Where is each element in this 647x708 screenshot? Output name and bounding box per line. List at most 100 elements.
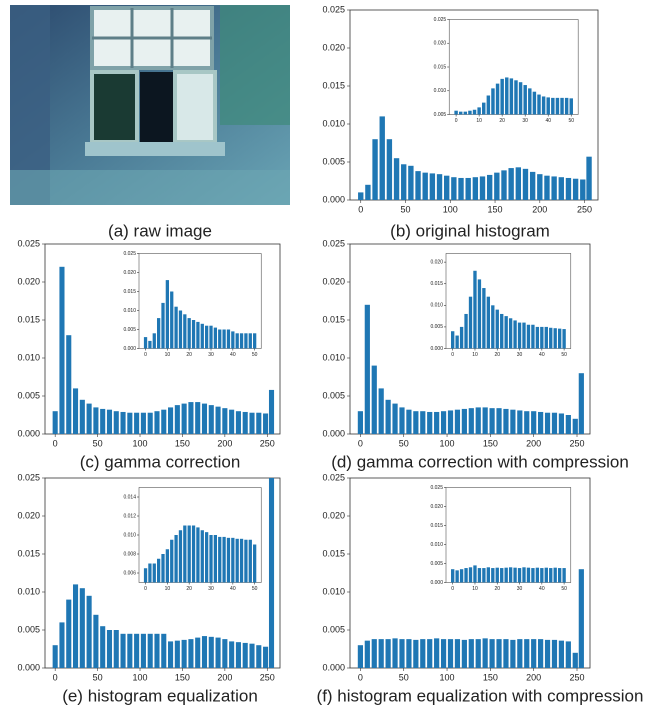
bar: [434, 638, 439, 668]
bar: [80, 400, 85, 434]
inset-bar: [236, 333, 239, 348]
inset-bar: [505, 316, 508, 348]
bar: [531, 639, 536, 668]
inset-x-tick-label: 30: [208, 586, 214, 592]
bar: [161, 634, 166, 668]
bar: [489, 408, 494, 434]
inset-y-tick-label: 0.025: [434, 17, 447, 23]
inset-x-tick-label: 30: [517, 586, 523, 592]
inset-bar: [201, 324, 204, 349]
inset-bar: [545, 568, 548, 583]
x-tick-label: 250: [569, 438, 584, 448]
bar: [462, 409, 467, 434]
inset-x-tick-label: 10: [476, 118, 482, 124]
inset-y-tick-label: 0.012: [123, 513, 136, 519]
bar: [161, 410, 166, 434]
inset-bar: [554, 328, 557, 348]
inset-bar: [513, 568, 516, 583]
inset-y-tick-label: 0.005: [123, 327, 136, 333]
bar: [365, 305, 370, 434]
bar: [100, 626, 105, 668]
bar: [269, 478, 274, 668]
bar: [392, 404, 397, 434]
inset-bar: [523, 85, 526, 114]
bar: [566, 178, 571, 200]
inset-bar: [455, 570, 458, 582]
bar: [427, 412, 432, 434]
inset-bar: [222, 537, 225, 583]
inset-x-tick-label: 40: [539, 586, 545, 592]
bar: [168, 407, 173, 434]
inset-bar: [509, 567, 512, 582]
inset-bar: [518, 568, 521, 582]
inset-bar: [542, 96, 545, 114]
bar: [517, 410, 522, 434]
x-tick-label: 150: [175, 438, 190, 448]
panel-caption: (e) histogram equalization: [62, 686, 258, 705]
bar: [358, 411, 363, 434]
bar: [501, 170, 506, 200]
inset-bar: [482, 288, 485, 348]
bar: [141, 634, 146, 668]
y-tick-label: 0.015: [322, 314, 345, 324]
inset-bar: [505, 568, 508, 583]
bar: [73, 584, 78, 668]
x-tick-label: 150: [175, 672, 190, 682]
bar: [134, 634, 139, 668]
inset-bar: [179, 311, 182, 349]
inset-bar: [192, 526, 195, 583]
bar: [379, 639, 384, 668]
bar: [448, 410, 453, 434]
bar: [566, 415, 571, 434]
y-tick-label: 0.010: [17, 586, 40, 596]
inset-y-tick-label: 0.010: [434, 88, 447, 94]
inset-bar: [560, 98, 563, 115]
bar: [415, 171, 420, 200]
inset-bar: [562, 329, 565, 348]
y-tick-label: 0.025: [322, 4, 345, 14]
bar: [413, 411, 418, 434]
x-tick-label: 0: [53, 672, 58, 682]
bar: [516, 167, 521, 200]
bar: [496, 639, 501, 668]
inset-bar: [533, 92, 536, 115]
bar: [538, 639, 543, 668]
bar: [53, 411, 58, 434]
x-tick-label: 50: [93, 438, 103, 448]
inset-bar: [496, 84, 499, 115]
bar: [229, 410, 234, 434]
inset-bar: [157, 318, 160, 348]
inset-bar: [531, 325, 534, 349]
inset-x-tick-label: 0: [451, 352, 454, 358]
inset-bar: [519, 82, 522, 114]
bar: [473, 177, 478, 200]
y-tick-label: 0.025: [17, 238, 40, 248]
bar: [469, 408, 474, 434]
inset-bar: [556, 98, 559, 115]
y-tick-label: 0.000: [322, 662, 345, 672]
x-tick-label: 100: [133, 438, 148, 448]
inset-bar: [240, 539, 243, 583]
bar: [551, 176, 556, 200]
bar: [444, 176, 449, 200]
bar: [487, 175, 492, 200]
bar: [537, 174, 542, 200]
x-tick-label: 100: [440, 438, 455, 448]
inset-bar: [522, 567, 525, 582]
inset-bar: [487, 96, 490, 115]
bar: [216, 407, 221, 434]
bar: [545, 413, 550, 434]
inset-bar: [487, 297, 490, 349]
x-tick-label: 150: [488, 204, 503, 214]
x-tick-label: 200: [217, 438, 232, 448]
inset-bar: [253, 333, 256, 348]
bar: [188, 639, 193, 668]
bar: [423, 173, 428, 200]
bar: [559, 413, 564, 434]
inset-y-tick-label: 0.025: [430, 485, 443, 491]
bar: [53, 645, 58, 668]
inset-bar: [536, 568, 539, 583]
bar: [148, 634, 153, 668]
bar: [372, 139, 377, 200]
inset-y-tick-label: 0.015: [430, 523, 443, 529]
